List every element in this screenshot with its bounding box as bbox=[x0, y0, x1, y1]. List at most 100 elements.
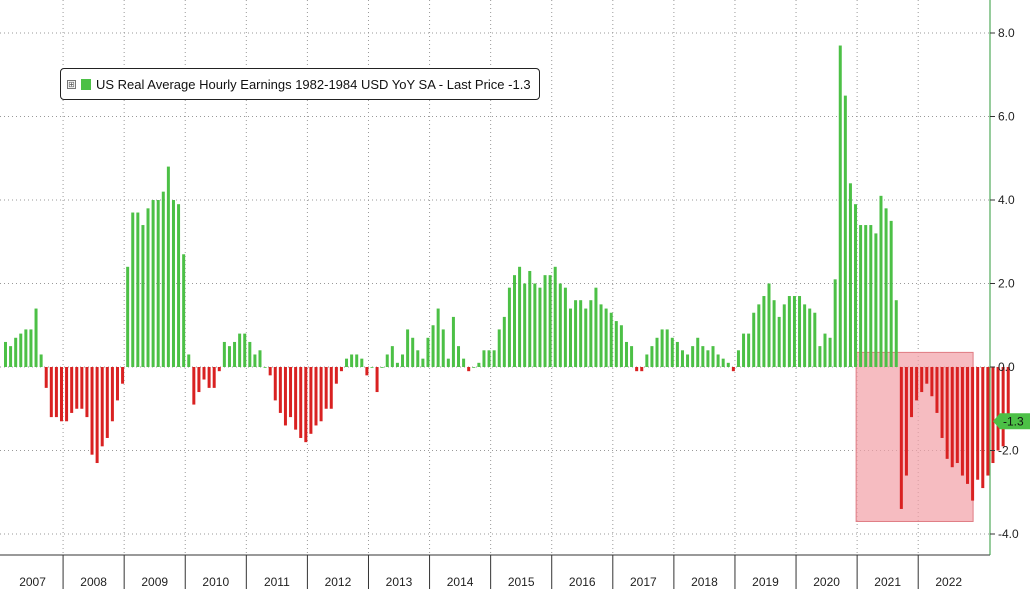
bar bbox=[80, 367, 84, 409]
bar bbox=[915, 367, 919, 401]
bar bbox=[268, 367, 272, 376]
x-tick-label: 2014 bbox=[447, 575, 474, 589]
bar bbox=[579, 300, 583, 367]
bar bbox=[686, 354, 690, 367]
bar bbox=[75, 367, 79, 409]
bar bbox=[309, 367, 313, 434]
bar bbox=[742, 333, 746, 367]
bar bbox=[14, 337, 18, 367]
bar bbox=[85, 367, 89, 418]
bar bbox=[248, 341, 252, 367]
bar bbox=[833, 279, 837, 367]
bar bbox=[329, 367, 333, 409]
bar bbox=[889, 220, 893, 367]
x-tick-label: 2022 bbox=[935, 575, 962, 589]
bar bbox=[513, 275, 516, 367]
bar bbox=[518, 266, 522, 367]
bar bbox=[736, 350, 740, 367]
bar bbox=[411, 337, 415, 367]
bar bbox=[289, 367, 293, 418]
bar bbox=[701, 346, 705, 367]
x-tick-label: 2007 bbox=[19, 575, 46, 589]
bar bbox=[141, 225, 145, 367]
y-tick-label: -4.0 bbox=[998, 527, 1019, 541]
bar bbox=[884, 208, 888, 367]
bar bbox=[233, 341, 237, 367]
bar bbox=[660, 329, 664, 367]
bar bbox=[614, 321, 618, 367]
bar bbox=[966, 367, 970, 484]
bar bbox=[319, 367, 323, 422]
bar bbox=[39, 354, 43, 367]
bar bbox=[416, 350, 420, 367]
x-tick-label: 2013 bbox=[386, 575, 413, 589]
bar bbox=[314, 367, 318, 426]
bar bbox=[584, 308, 588, 367]
bar bbox=[436, 308, 440, 367]
bar bbox=[192, 367, 196, 405]
y-tick-label: 6.0 bbox=[998, 110, 1015, 124]
bar bbox=[798, 296, 802, 367]
y-tick-label: 4.0 bbox=[998, 193, 1015, 207]
bar bbox=[380, 367, 384, 368]
highlight-region bbox=[855, 351, 974, 522]
bar bbox=[859, 225, 863, 367]
bar bbox=[24, 329, 28, 367]
bar bbox=[940, 367, 944, 438]
bar bbox=[594, 287, 598, 367]
y-tick-label: 8.0 bbox=[998, 26, 1015, 40]
bar bbox=[976, 367, 980, 480]
x-tick-label: 2008 bbox=[80, 575, 107, 589]
bar bbox=[375, 367, 379, 393]
x-tick-label: 2009 bbox=[141, 575, 168, 589]
bar bbox=[823, 333, 827, 367]
bar bbox=[543, 275, 547, 367]
bar bbox=[711, 346, 715, 367]
bar bbox=[390, 346, 394, 367]
bar bbox=[925, 367, 929, 384]
bar bbox=[563, 287, 567, 367]
bar bbox=[523, 283, 527, 367]
bar bbox=[635, 367, 639, 372]
bar bbox=[619, 325, 623, 367]
bar bbox=[182, 254, 186, 367]
bar bbox=[283, 367, 287, 426]
bar bbox=[105, 367, 109, 438]
bar bbox=[258, 350, 262, 367]
bar bbox=[726, 362, 730, 367]
bar bbox=[19, 333, 23, 367]
bar bbox=[151, 200, 155, 367]
bar bbox=[110, 367, 114, 422]
bar bbox=[161, 191, 165, 367]
bar bbox=[477, 362, 481, 367]
bar bbox=[355, 354, 359, 367]
bar bbox=[996, 367, 1000, 451]
bar bbox=[451, 316, 455, 367]
bars bbox=[4, 45, 1010, 509]
bar bbox=[385, 354, 389, 367]
bar bbox=[507, 287, 511, 367]
bar bbox=[54, 367, 58, 418]
bar bbox=[360, 358, 364, 367]
x-tick-label: 2010 bbox=[202, 575, 229, 589]
bar bbox=[548, 275, 552, 367]
bar bbox=[757, 304, 761, 367]
bar bbox=[762, 296, 766, 367]
bar bbox=[370, 367, 374, 368]
bar bbox=[502, 316, 506, 367]
bar bbox=[100, 367, 104, 447]
x-tick-label: 2015 bbox=[508, 575, 535, 589]
bar bbox=[971, 367, 975, 501]
bar bbox=[29, 329, 33, 367]
bar bbox=[803, 304, 807, 367]
bar bbox=[574, 300, 578, 367]
bar bbox=[238, 333, 242, 367]
bar bbox=[894, 300, 898, 367]
bar bbox=[227, 346, 231, 367]
bar bbox=[818, 346, 822, 367]
bar bbox=[528, 270, 532, 367]
bar bbox=[115, 367, 119, 401]
legend-expand-icon[interactable]: ⊞ bbox=[67, 79, 76, 89]
bar bbox=[630, 346, 634, 367]
